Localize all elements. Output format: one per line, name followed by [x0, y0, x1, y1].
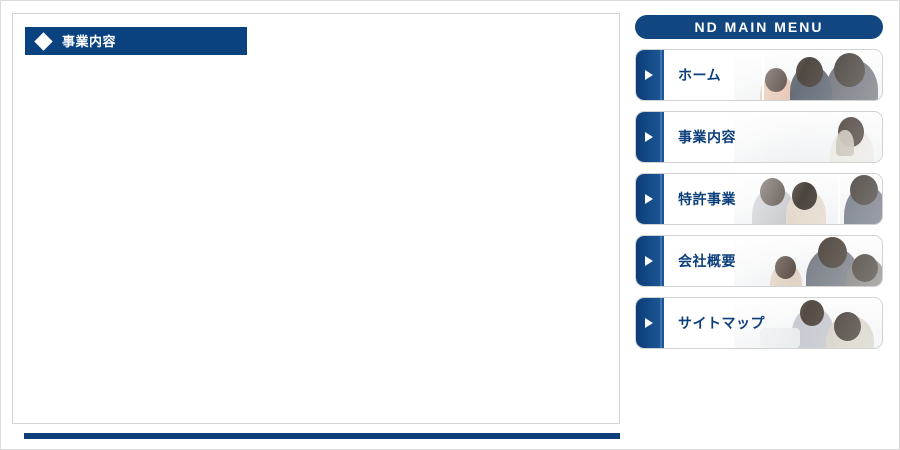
sidebar-item-sitemap[interactable]: サイトマップ: [635, 297, 883, 349]
menu-tab: [636, 236, 664, 286]
page-title-bar: 事業内容: [25, 27, 247, 55]
menu-tab: [636, 50, 664, 100]
triangle-right-icon: [645, 70, 653, 80]
business-people-meeting-photo: [734, 50, 882, 100]
sidebar-item-company[interactable]: 会社概要: [635, 235, 883, 287]
sidebar-item-label: ホーム: [678, 67, 722, 83]
whiteboard-discussion-photo: [734, 174, 882, 224]
sidebar-item-patent[interactable]: 特許事業: [635, 173, 883, 225]
diamond-icon: [34, 31, 53, 51]
menu-tab: [636, 112, 664, 162]
sidebar-item-label: 特許事業: [678, 191, 736, 207]
handshake-greeting-photo: [734, 236, 882, 286]
sidebar-item-home[interactable]: ホーム: [635, 49, 883, 101]
sidebar-item-label: 会社概要: [678, 253, 736, 269]
sidebar-item-business[interactable]: 事業内容: [635, 111, 883, 163]
sidebar-item-label: 事業内容: [678, 129, 736, 145]
two-women-laptop-photo: [734, 298, 882, 348]
sidebar-item-label: サイトマップ: [678, 315, 765, 331]
sidebar-menu: ND MAIN MENU ホーム: [635, 15, 883, 349]
content-body-text: [25, 64, 607, 413]
triangle-right-icon: [645, 318, 653, 328]
menu-tab: [636, 174, 664, 224]
page-title: 事業内容: [62, 33, 117, 49]
triangle-right-icon: [645, 194, 653, 204]
main-content-column: 事業内容: [12, 13, 620, 439]
menu-tab: [636, 298, 664, 348]
triangle-right-icon: [645, 256, 653, 266]
triangle-right-icon: [645, 132, 653, 142]
businesswoman-office-photo: [734, 112, 882, 162]
menu-header-title: ND MAIN MENU: [635, 15, 883, 39]
content-bottom-rule: [24, 433, 620, 439]
content-panel: 事業内容: [12, 13, 620, 424]
